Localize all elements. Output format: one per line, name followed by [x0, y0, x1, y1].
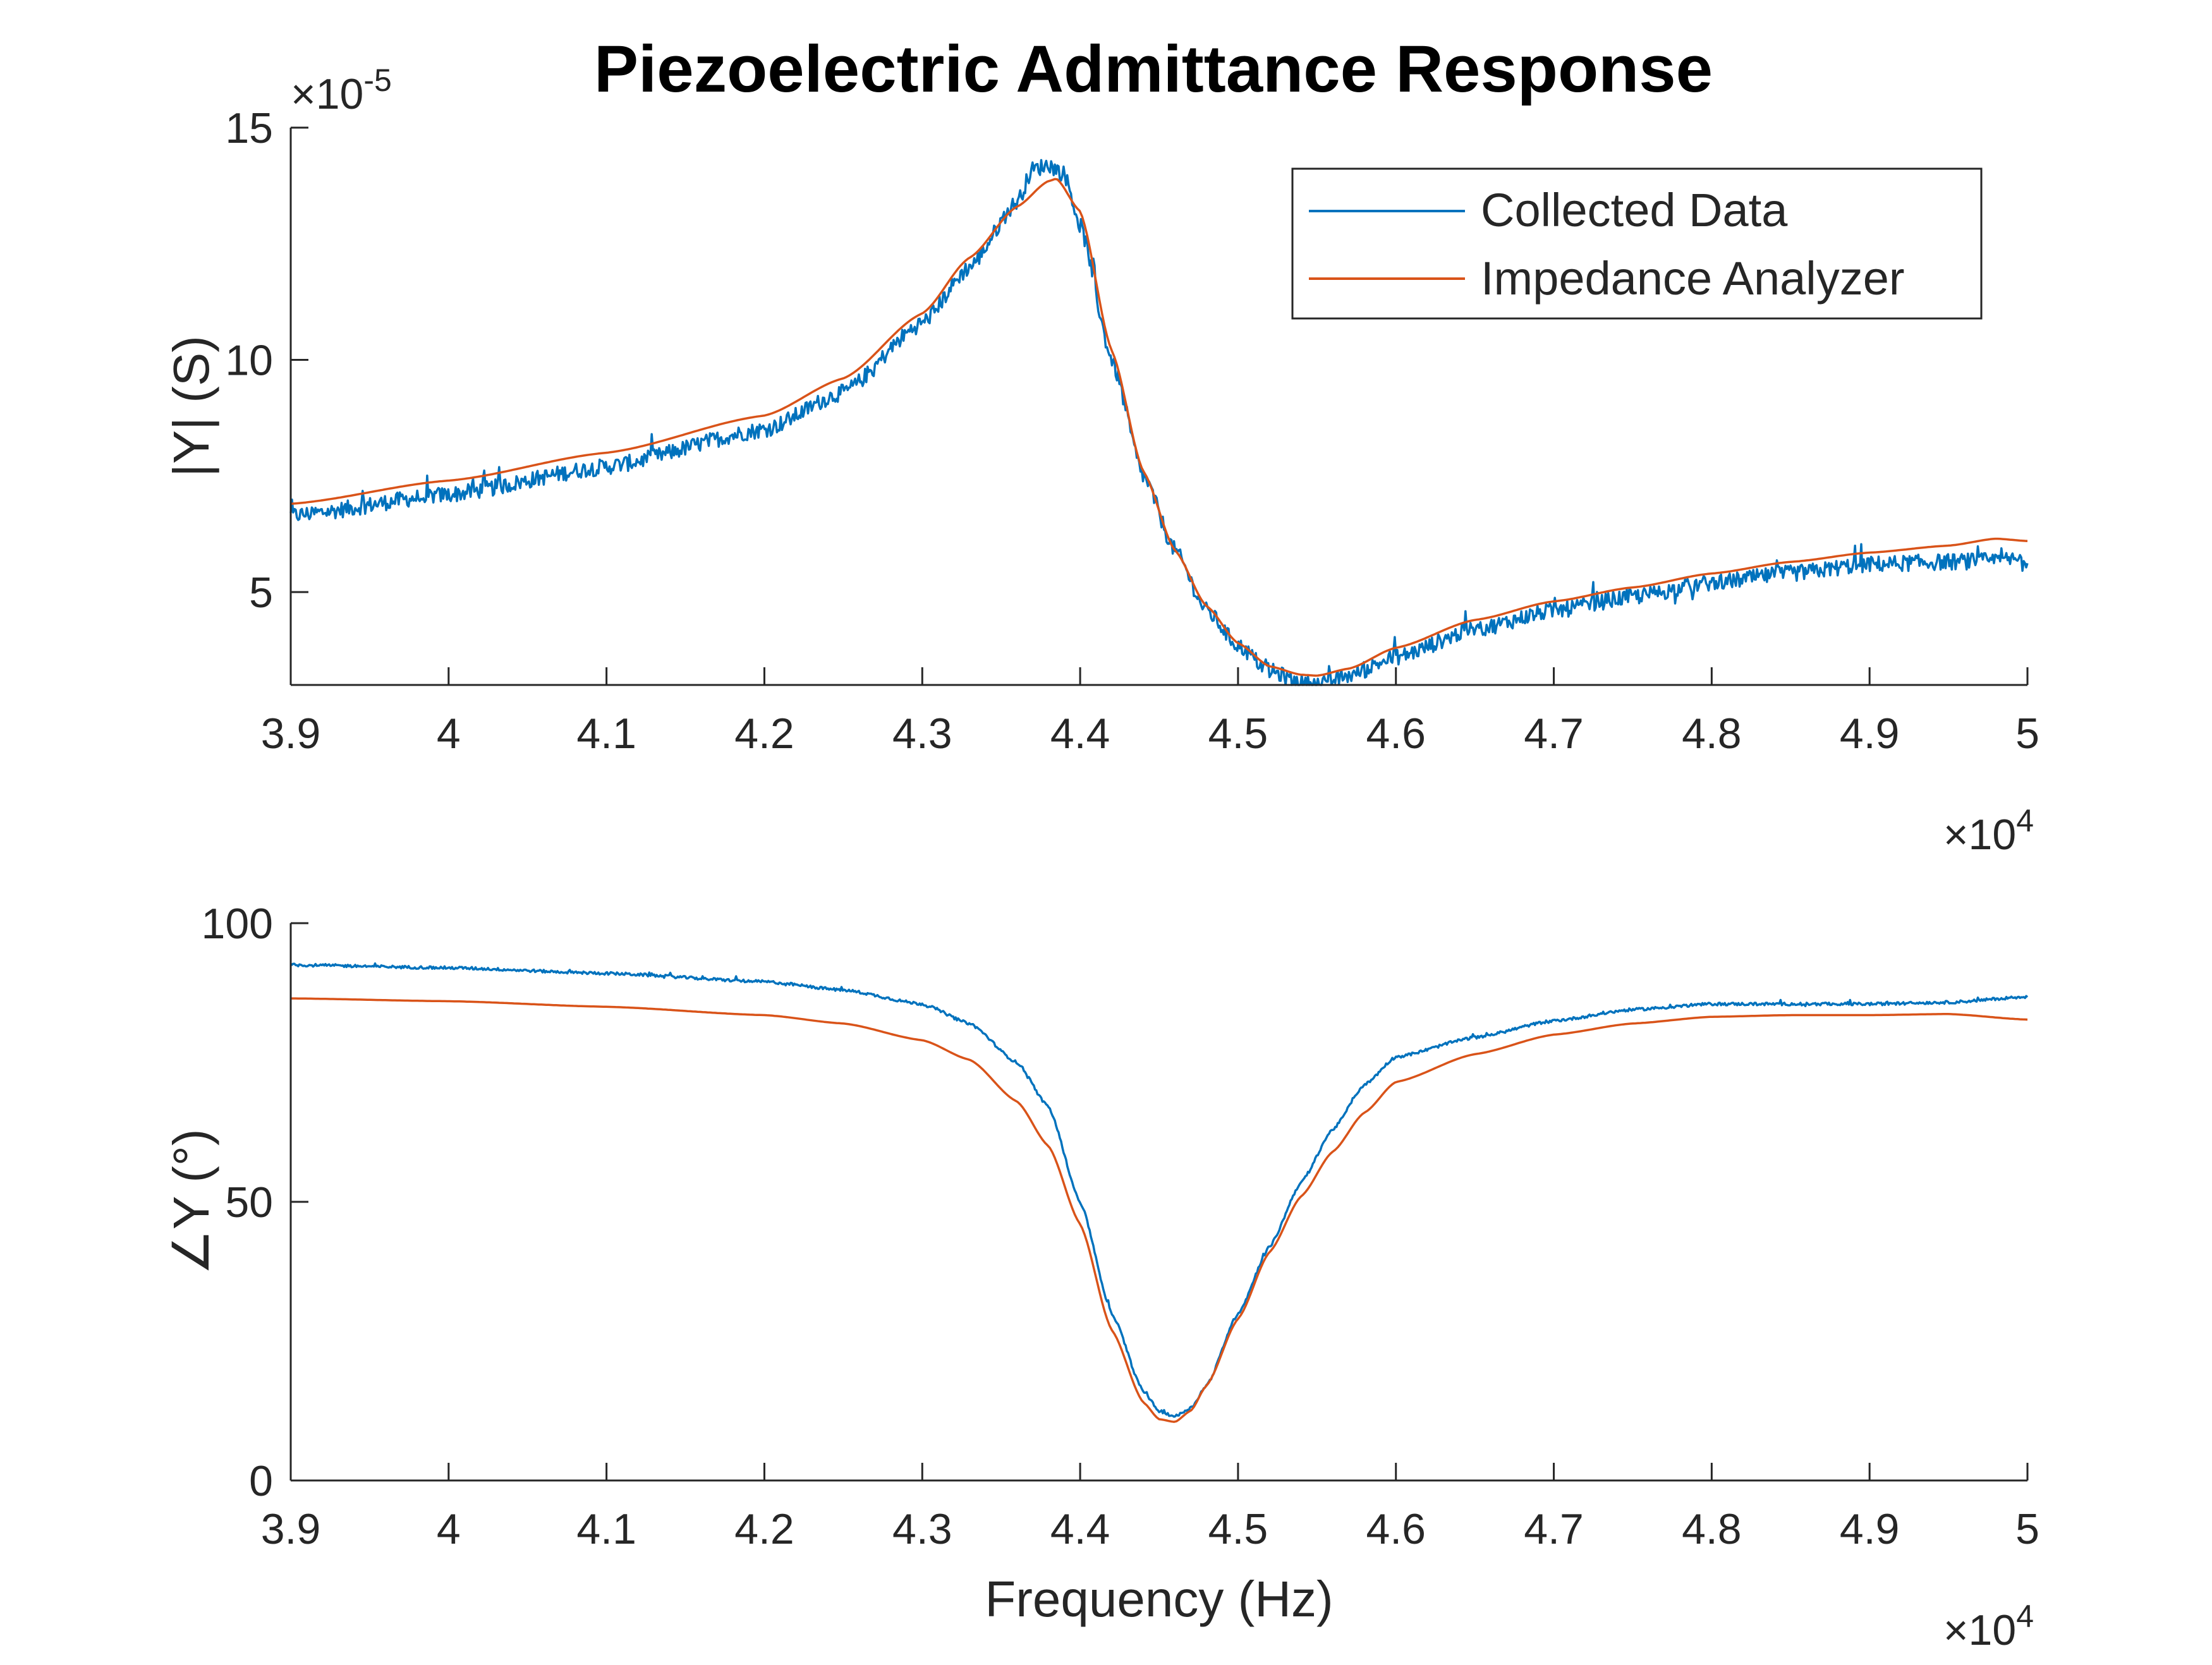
figure-title: Piezoelectric Admittance Response — [594, 32, 1713, 106]
series-line-impedance-analyzer — [290, 178, 2028, 677]
x-exponent-label: ×104 — [1943, 1599, 2034, 1654]
x-axis-label: Frequency (Hz) — [985, 1571, 1333, 1627]
x-exponent-label: ×104 — [1943, 803, 2034, 859]
x-tick-label: 3.9 — [261, 710, 321, 758]
y-tick-label: 0 — [249, 1457, 273, 1505]
x-tick-label: 4.8 — [1682, 1505, 1742, 1553]
x-tick-label: 5 — [2015, 1505, 2039, 1553]
x-tick-label: 4.1 — [576, 1505, 636, 1553]
x-tick-label: 4.2 — [734, 1505, 794, 1553]
legend-box — [1291, 167, 1983, 320]
x-tick-label: 4.6 — [1366, 1505, 1426, 1553]
y-axis-label: |Y| (S) — [163, 336, 219, 477]
x-tick-label: 4.3 — [892, 1505, 952, 1553]
y-tick-label: 10 — [225, 337, 273, 385]
x-tick-label: 4 — [437, 1505, 461, 1553]
legend-label-impedance-analyzer: Impedance Analyzer — [1481, 252, 1905, 305]
x-tick-label: 4.5 — [1208, 1505, 1268, 1553]
legend: Collected Data Impedance Analyzer — [1291, 167, 1983, 320]
series-line-impedance-analyzer — [291, 997, 2028, 1423]
x-tick-label: 4.5 — [1208, 710, 1268, 758]
x-tick-label: 4.9 — [1840, 1505, 1900, 1553]
y-tick-label: 15 — [225, 104, 273, 152]
x-tick-label: 4.8 — [1682, 710, 1742, 758]
x-tick-label: 4.9 — [1840, 710, 1900, 758]
y-exponent-label: ×10-5 — [291, 63, 392, 118]
x-tick-label: 4.4 — [1050, 1505, 1110, 1553]
x-tick-label: 4.7 — [1524, 1505, 1584, 1553]
x-tick-label: 4.6 — [1366, 710, 1426, 758]
y-tick-label: 100 — [202, 900, 273, 948]
x-tick-label: 4.7 — [1524, 710, 1584, 758]
x-tick-label: 4.3 — [892, 710, 952, 758]
x-tick-label: 4.2 — [734, 710, 794, 758]
x-tick-label: 4.4 — [1050, 710, 1110, 758]
magnitude-axes: 3.9 4 4.1 4.2 4.3 4.4 4.5 4.6 4.7 4.8 4.9 5 5 10 15 ×10… — [163, 63, 2039, 859]
x-tick-label: 4 — [437, 710, 461, 758]
y-tick-label: 5 — [249, 569, 273, 617]
phase-axes: 3.9 4 4.1 4.2 4.3 4.4 4.5 4.6 4.7 4.8 4.9 5050100×1… — [163, 900, 2039, 1654]
x-tick-label: 3.9 — [261, 1505, 321, 1553]
y-axis-label: ∠Y (°) — [163, 1129, 219, 1274]
y-tick-label: 50 — [225, 1178, 273, 1226]
series-line-collected-data — [289, 962, 2029, 1418]
x-tick-label: 4.1 — [576, 710, 636, 758]
x-tick-label: 5 — [2015, 710, 2039, 758]
legend-label-collected-data: Collected Data — [1481, 184, 1788, 236]
